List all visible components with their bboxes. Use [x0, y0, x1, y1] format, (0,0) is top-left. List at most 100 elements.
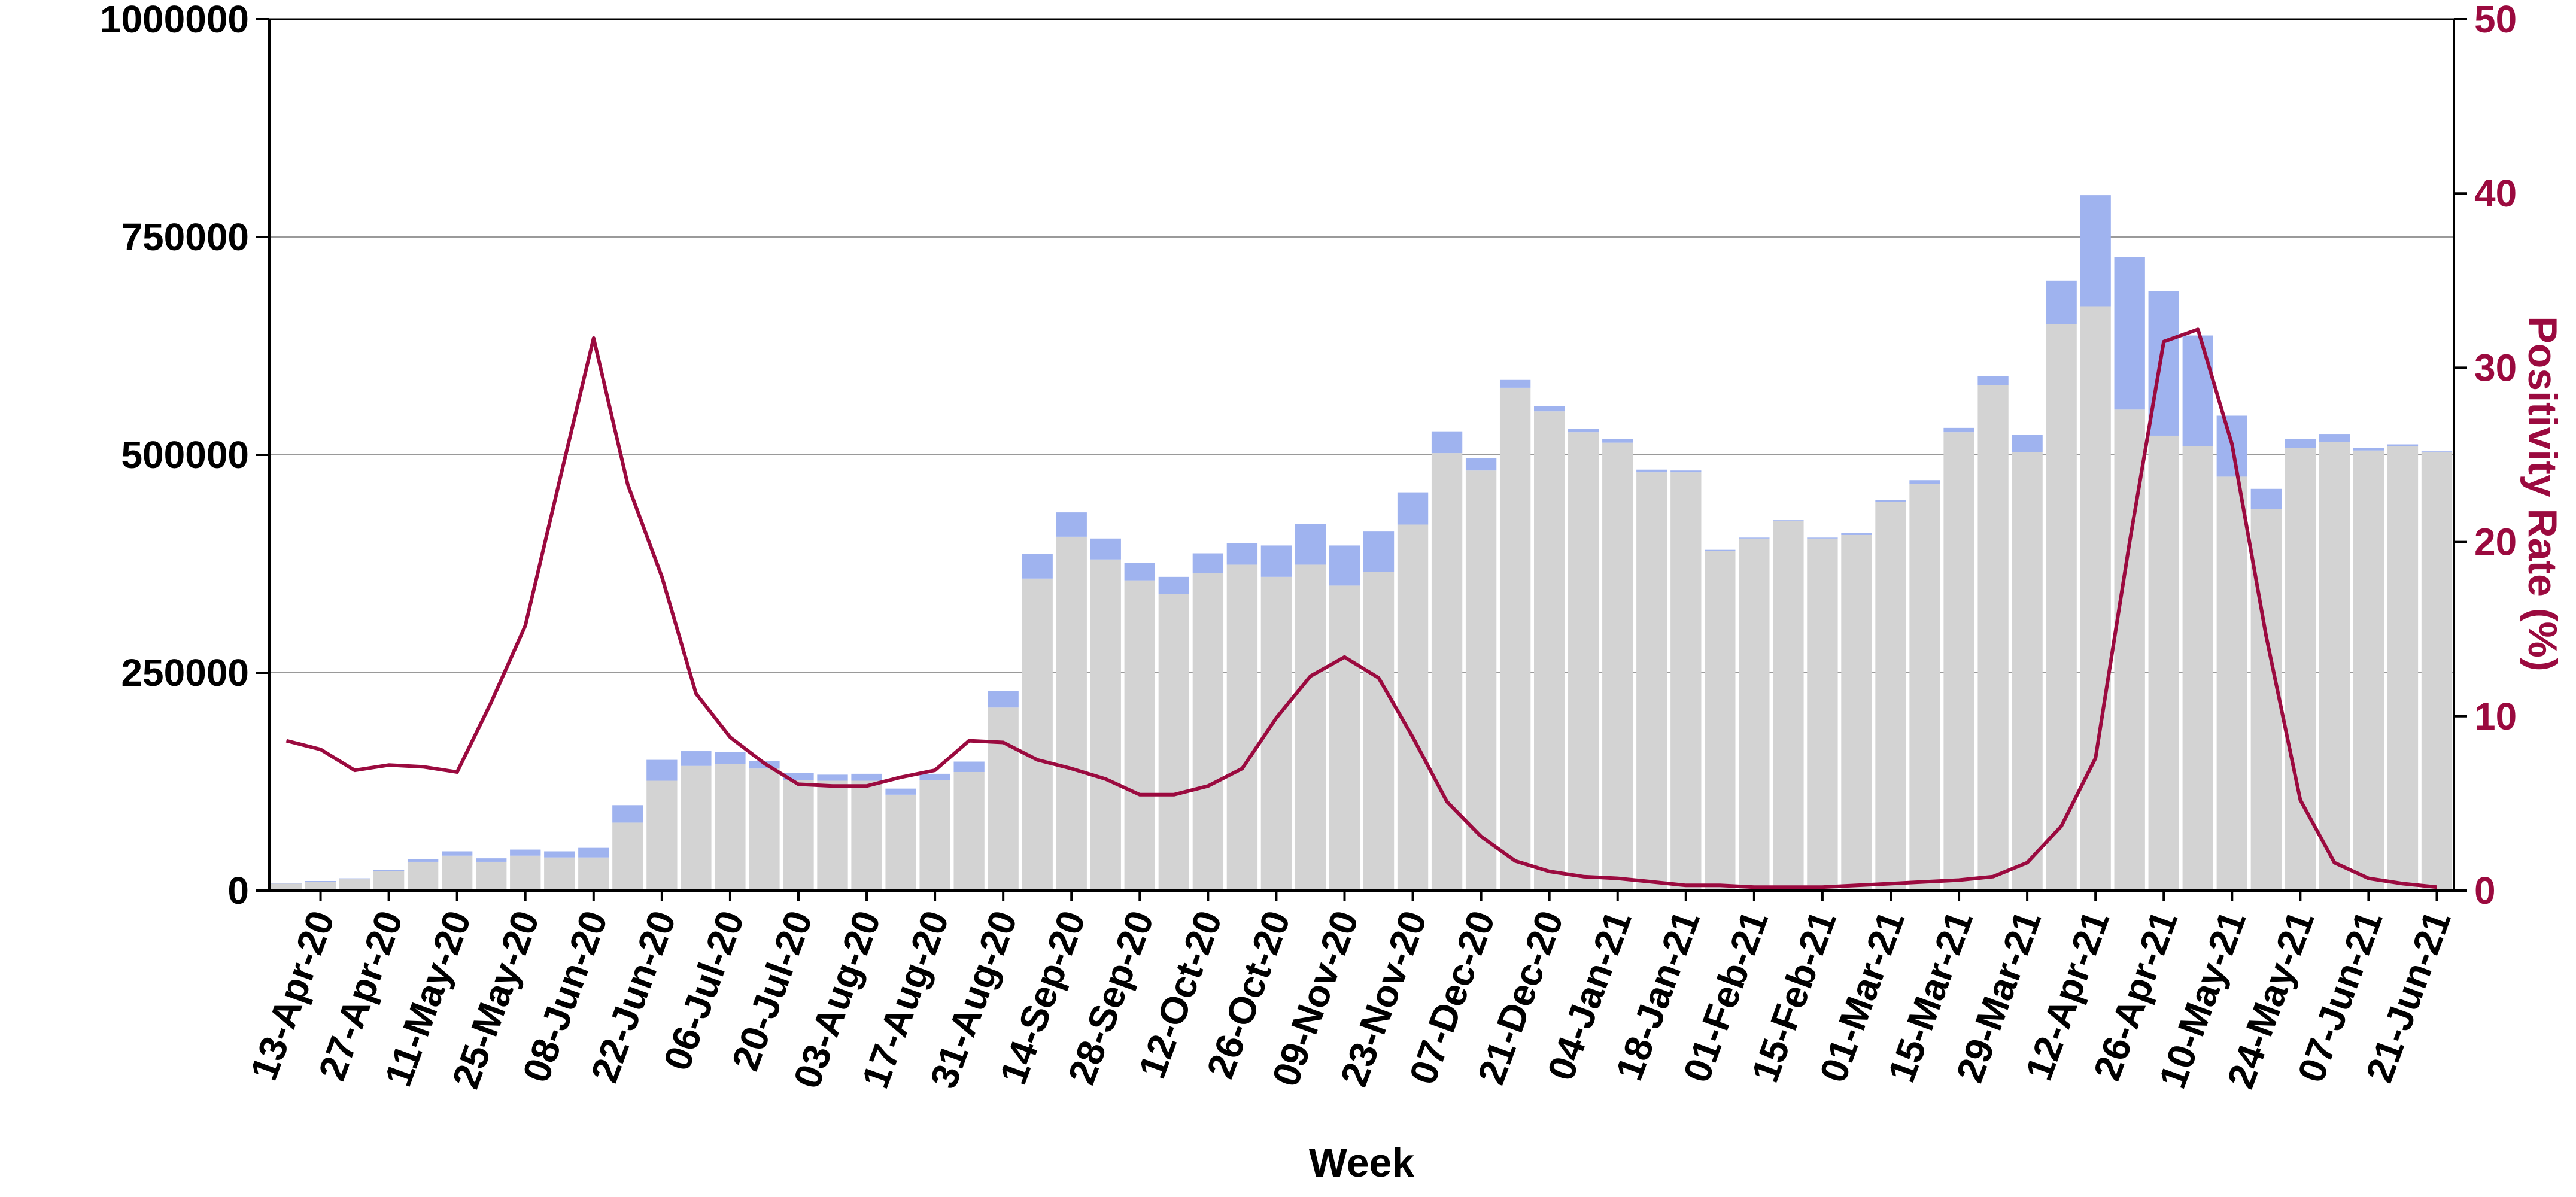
bar-grey: [2353, 450, 2384, 891]
bar-blue: [373, 870, 405, 871]
bar-blue: [681, 751, 712, 766]
bar-grey: [1124, 580, 1155, 891]
bar-grey: [1807, 538, 1838, 891]
bar-grey: [1875, 502, 1906, 891]
bar-blue: [612, 805, 643, 823]
bar-blue: [1875, 500, 1906, 502]
bar-blue: [2387, 444, 2419, 446]
bar-blue: [988, 691, 1019, 708]
bar-grey: [271, 883, 302, 891]
bar-blue: [2012, 435, 2043, 452]
bar-grey: [1773, 521, 1804, 891]
bar-grey: [1534, 411, 1565, 891]
left-tick-label: 1000000: [100, 0, 249, 41]
bar-blue: [1636, 469, 1667, 473]
bar-blue: [2319, 434, 2350, 442]
bar-blue: [919, 773, 950, 780]
bar-grey: [1977, 385, 2009, 891]
bar-blue: [1807, 537, 1838, 539]
bar-grey: [1090, 559, 1121, 891]
bar-grey: [953, 771, 985, 891]
right-tick-label: 0: [2474, 869, 2496, 912]
bar-blue: [2421, 451, 2453, 452]
bar-blue: [2250, 488, 2282, 509]
bar-blue: [2182, 335, 2213, 446]
bar-blue: [1090, 538, 1121, 560]
bar-grey: [1670, 472, 1702, 891]
bar-blue: [1943, 427, 1974, 433]
bar-blue: [1397, 492, 1429, 525]
bar-grey: [305, 882, 336, 891]
bar-grey: [1056, 536, 1087, 891]
bar-blue: [2353, 448, 2384, 451]
bar-blue: [544, 851, 575, 858]
left-tick-label: 500000: [121, 433, 249, 476]
bar-grey: [2046, 324, 2077, 891]
bar-grey: [646, 780, 678, 891]
bar-grey: [1841, 534, 1872, 891]
bar-grey: [1465, 470, 1497, 891]
bar-grey: [476, 861, 507, 891]
positivity-rate-line: [285, 327, 2437, 889]
bar-grey: [783, 780, 814, 891]
positivity-line-layer: [285, 327, 2437, 889]
bar-blue: [1841, 533, 1872, 535]
left-tick-label: 0: [227, 869, 249, 912]
bar-grey: [715, 764, 746, 891]
bar-grey: [1192, 573, 1224, 891]
bar-grey: [851, 780, 882, 891]
bars: [271, 195, 2453, 891]
bar-blue: [407, 859, 439, 862]
bar-blue: [1465, 458, 1497, 471]
bar-blue: [1739, 537, 1770, 539]
bar-blue: [1773, 520, 1804, 521]
right-axis-ticks: 0 10 20 30 40 50: [2454, 0, 2517, 912]
left-tick-label: 750000: [121, 215, 249, 259]
bar-blue: [646, 759, 678, 781]
bar-grey: [442, 855, 473, 891]
bar-grey: [919, 780, 950, 891]
bar-grey: [885, 794, 916, 891]
bar-blue: [2114, 257, 2145, 410]
bar-grey: [1943, 432, 1974, 891]
bar-blue: [1499, 379, 1531, 388]
bar-blue: [510, 849, 541, 856]
bar-blue: [1534, 406, 1565, 412]
right-tick-label: 10: [2474, 695, 2517, 738]
bar-blue: [953, 761, 985, 772]
bar-grey: [1705, 551, 1736, 891]
bar-grey: [1158, 594, 1189, 891]
bar-blue: [442, 851, 473, 856]
bar-blue: [1363, 531, 1395, 572]
bar-grey: [510, 855, 541, 891]
bar-blue: [1977, 376, 2009, 385]
left-tick-label: 250000: [121, 651, 249, 694]
bar-blue: [1602, 439, 1633, 443]
bar-grey: [1022, 578, 1053, 891]
bar-blue: [1158, 576, 1189, 594]
bar-grey: [988, 707, 1019, 891]
axes: [268, 18, 2455, 892]
right-tick-label: 50: [2474, 0, 2517, 41]
right-tick-label: 40: [2474, 172, 2517, 215]
bar-grey: [2387, 446, 2419, 891]
bar-grey: [817, 780, 848, 891]
bar-blue: [1431, 431, 1463, 454]
bar-blue: [1260, 545, 1292, 577]
bar-grey: [2421, 452, 2453, 891]
bar-blue: [885, 788, 916, 795]
bar-grey: [373, 871, 405, 891]
right-tick-label: 30: [2474, 346, 2517, 389]
bar-blue: [2080, 195, 2111, 307]
bar-blue: [1568, 429, 1599, 433]
left-axis-ticks: 0 250000 500000 750000 1000000: [100, 0, 269, 912]
right-tick-label: 20: [2474, 521, 2517, 564]
bar-blue: [817, 774, 848, 781]
bar-grey: [612, 822, 643, 891]
bar-blue: [1022, 554, 1053, 579]
bar-grey: [2012, 452, 2043, 891]
bar-grey: [1295, 564, 1326, 891]
bar-blue: [1124, 563, 1155, 581]
